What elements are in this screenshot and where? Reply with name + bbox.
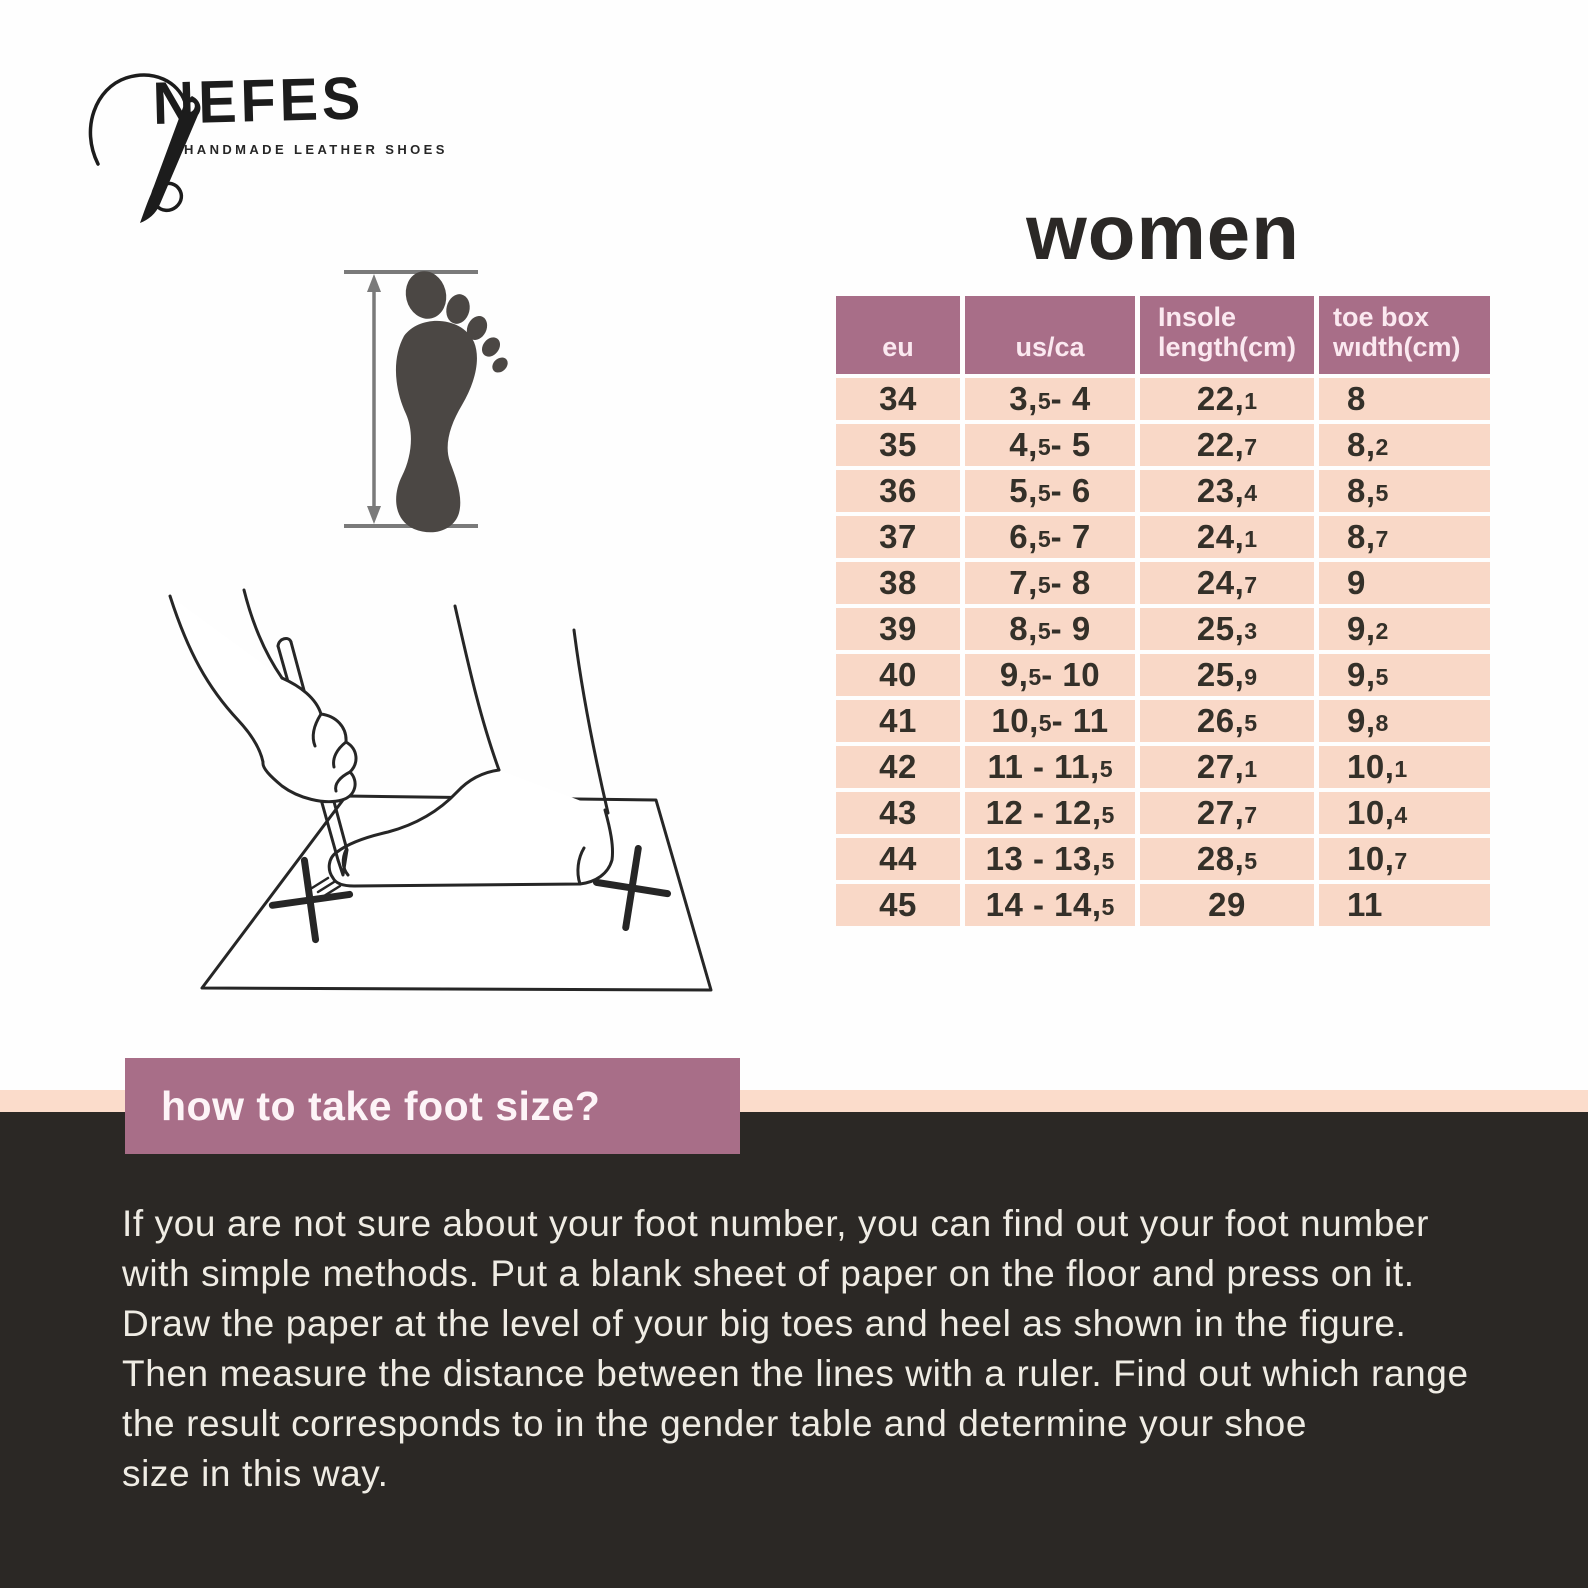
table-title-women: women: [1026, 188, 1300, 276]
instructions-text: If you are not sure about your foot numb…: [122, 1203, 1469, 1494]
size-cell: 12 - 12, 5: [965, 792, 1135, 834]
size-cell: 11: [1319, 884, 1490, 926]
brand-name: NEFES: [151, 64, 365, 137]
size-cell: 27, 1: [1140, 746, 1314, 788]
size-cell: 43: [836, 792, 960, 834]
how-to-heading-box: how to take foot size?: [125, 1058, 740, 1154]
size-cell: 4, 5 - 5: [965, 424, 1135, 466]
size-cell: 29: [1140, 884, 1314, 926]
size-cell: 41: [836, 700, 960, 742]
size-cell: 9, 5 - 10: [965, 654, 1135, 696]
size-cell: 8, 7: [1319, 516, 1490, 558]
size-cell: 9, 5: [1319, 654, 1490, 696]
women-size-table: eu us/ca Insole length(cm) toe box wıdth…: [836, 296, 1490, 926]
size-cell: 37: [836, 516, 960, 558]
column-header-toe-box-width: toe box wıdth(cm): [1319, 296, 1490, 374]
heel-mark-cross: [592, 844, 672, 932]
size-cell: 22, 7: [1140, 424, 1314, 466]
size-cell: 22, 1: [1140, 378, 1314, 420]
size-cell: 6, 5 - 7: [965, 516, 1135, 558]
arrow-down-icon: [367, 506, 381, 524]
size-cell: 5, 5 - 6: [965, 470, 1135, 512]
size-cell: 25, 9: [1140, 654, 1314, 696]
footer-dark-section: [0, 1112, 1588, 1588]
brand-tagline: HANDMADE LEATHER SHOES: [184, 142, 448, 157]
size-cell: 8, 2: [1319, 424, 1490, 466]
size-cell: 40: [836, 654, 960, 696]
footprint-icon: [395, 271, 508, 533]
size-cell: 23, 4: [1140, 470, 1314, 512]
size-cell: 14 - 14, 5: [965, 884, 1135, 926]
size-cell: 44: [836, 838, 960, 880]
size-cell: 8: [1319, 378, 1490, 420]
needle-thread-icon: [88, 73, 201, 223]
size-cell: 8, 5: [1319, 470, 1490, 512]
size-cell: 9: [1319, 562, 1490, 604]
size-cell: 10, 1: [1319, 746, 1490, 788]
size-cell: 24, 1: [1140, 516, 1314, 558]
size-cell: 39: [836, 608, 960, 650]
how-to-heading: how to take foot size?: [161, 1082, 601, 1129]
column-header-us-ca: us/ca: [965, 296, 1135, 374]
size-cell: 42: [836, 746, 960, 788]
size-cell: 9, 2: [1319, 608, 1490, 650]
size-cell: 36: [836, 470, 960, 512]
size-cell: 34: [836, 378, 960, 420]
foot-tracing-illustration: [168, 588, 713, 992]
toe-mark-cross: [268, 856, 354, 944]
size-cell: 45: [836, 884, 960, 926]
size-cell: 3, 5 - 4: [965, 378, 1135, 420]
arrow-up-icon: [367, 274, 381, 292]
column-header-insole-length: Insole length(cm): [1140, 296, 1314, 374]
size-cell: 8, 5 - 9: [965, 608, 1135, 650]
size-cell: 26, 5: [1140, 700, 1314, 742]
size-cell: 24, 7: [1140, 562, 1314, 604]
size-cell: 11 - 11, 5: [965, 746, 1135, 788]
size-cell: 10, 5 - 11: [965, 700, 1135, 742]
size-cell: 25, 3: [1140, 608, 1314, 650]
size-cell: 10, 7: [1319, 838, 1490, 880]
size-cell: 9, 8: [1319, 700, 1490, 742]
foot-length-diagram: [344, 270, 508, 533]
size-cell: 27, 7: [1140, 792, 1314, 834]
size-cell: 38: [836, 562, 960, 604]
brand-logo: NEFES HANDMADE LEATHER SHOES: [88, 58, 508, 223]
size-cell: 35: [836, 424, 960, 466]
column-header-eu: eu: [836, 296, 960, 374]
size-cell: 7, 5 - 8: [965, 562, 1135, 604]
size-cell: 28, 5: [1140, 838, 1314, 880]
size-cell: 13 - 13, 5: [965, 838, 1135, 880]
size-cell: 10, 4: [1319, 792, 1490, 834]
